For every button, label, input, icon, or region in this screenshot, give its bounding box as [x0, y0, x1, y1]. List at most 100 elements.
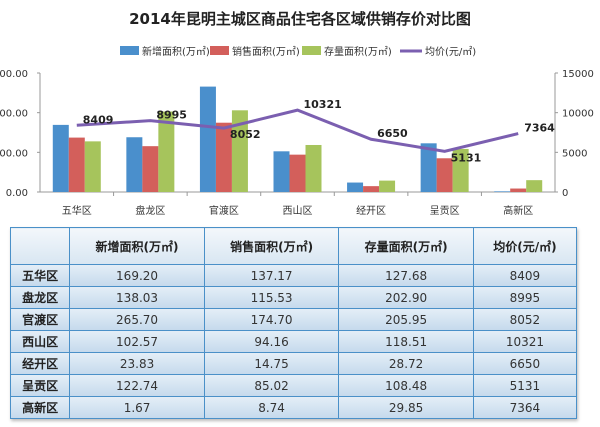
price-line	[76, 108, 519, 153]
x-tick-label: 官渡区	[209, 204, 239, 217]
bar	[199, 86, 216, 192]
table-cell: 6650	[472, 352, 578, 375]
bar	[526, 180, 543, 192]
right-tick-label: 5000	[562, 148, 587, 159]
bar	[347, 182, 364, 192]
data-label: 5131	[451, 151, 482, 164]
table-header: 新增面积(万㎡) 销售面积(万㎡) 存量面积(万㎡) 均价(元/㎡)	[9, 227, 578, 265]
table-row: 西山区 102.57 94.16 118.51 10321	[9, 330, 578, 353]
legend-swatch	[210, 46, 229, 55]
table-cell: 118.51	[338, 330, 474, 353]
bar	[379, 180, 396, 192]
table-cell: 265.70	[69, 308, 205, 331]
bar	[289, 154, 306, 192]
data-label: 10321	[304, 98, 342, 111]
data-label: 8052	[230, 128, 261, 141]
table-cell: 29.85	[338, 396, 474, 419]
right-tick-label: 10000	[562, 109, 594, 120]
left-tick-label: 300.00	[0, 69, 28, 80]
table-cell: 127.68	[338, 264, 474, 287]
bar	[126, 137, 143, 192]
bar	[494, 191, 511, 192]
right-tick-label: 0	[562, 188, 568, 199]
legend-swatch	[302, 46, 321, 55]
table-cell: 115.53	[203, 286, 340, 309]
data-label: 8409	[83, 113, 114, 126]
bar	[510, 188, 527, 192]
table-cell: 137.17	[203, 264, 340, 287]
legend-label: 销售面积(万㎡)	[232, 45, 300, 58]
bar	[231, 110, 248, 192]
row-header: 西山区	[9, 330, 71, 353]
x-tick-label: 经开区	[356, 204, 386, 217]
left-tick-label: 100.00	[0, 148, 28, 159]
x-tick-label: 高新区	[503, 204, 533, 217]
bar	[305, 144, 322, 192]
x-tick-label: 盘龙区	[135, 204, 165, 217]
bar	[68, 137, 85, 192]
chart: 2014年昆明主城区商品住宅各区域供销存价对比图 新增面积(万㎡) 销售面积(万㎡…	[0, 10, 594, 217]
row-header: 官渡区	[9, 308, 71, 331]
table-row: 高新区 1.67 8.74 29.85 7364	[9, 396, 578, 419]
table-cell: 5131	[472, 374, 578, 397]
right-tick-label: 15000	[562, 69, 594, 80]
bar	[420, 143, 437, 192]
table-cell: 108.48	[338, 374, 474, 397]
table-cell: 7364	[472, 396, 578, 419]
table-cell: 102.57	[69, 330, 205, 353]
table-row: 五华区 169.20 137.17 127.68 8409	[9, 264, 578, 287]
bar	[158, 111, 175, 192]
data-table: 新增面积(万㎡) 销售面积(万㎡) 存量面积(万㎡) 均价(元/㎡) 五华区 169.2…	[9, 227, 578, 419]
table-cell: 8995	[472, 286, 578, 309]
table-cell: 138.03	[69, 286, 205, 309]
bar	[452, 148, 469, 192]
table-row: 官渡区 265.70 174.70 205.95 8052	[9, 308, 578, 331]
table-row: 盘龙区 138.03 115.53 202.90 8995	[9, 286, 578, 309]
table-cell: 23.83	[69, 352, 205, 375]
column-header: 销售面积(万㎡)	[203, 227, 340, 265]
row-header: 经开区	[9, 352, 71, 375]
table-cell: 85.02	[203, 374, 340, 397]
table-cell: 28.72	[338, 352, 474, 375]
data-label: 6650	[377, 127, 408, 140]
column-header: 新增面积(万㎡)	[69, 227, 205, 265]
row-header: 呈贡区	[9, 374, 71, 397]
bar	[142, 146, 159, 192]
data-label: 8995	[156, 109, 187, 122]
table-cell: 8409	[472, 264, 578, 287]
legend-label: 均价(元/㎡)	[425, 46, 476, 58]
column-header: 存量面积(万㎡)	[338, 227, 474, 265]
x-tick-label: 呈贡区	[430, 205, 460, 217]
legend-label: 新增面积(万㎡)	[142, 45, 210, 58]
x-tick-label: 西山区	[283, 205, 313, 217]
legend: 新增面积(万㎡) 销售面积(万㎡) 存量面积(万㎡) 均价(元/㎡)	[120, 45, 476, 58]
legend-label: 存量面积(万㎡)	[324, 45, 392, 58]
chart-title: 2014年昆明主城区商品住宅各区域供销存价对比图	[129, 10, 471, 28]
column-header: 均价(元/㎡)	[472, 227, 578, 265]
column-header	[9, 227, 71, 265]
table-row: 呈贡区 122.74 85.02 108.48 5131	[9, 374, 578, 397]
table-cell: 10321	[472, 330, 578, 353]
table-cell: 14.75	[203, 352, 340, 375]
bar	[52, 124, 69, 192]
table-row: 经开区 23.83 14.75 28.72 6650	[9, 352, 578, 375]
table-cell: 205.95	[338, 308, 474, 331]
bar	[84, 141, 101, 192]
row-header: 盘龙区	[9, 286, 71, 309]
bar	[363, 186, 380, 192]
left-tick-label: 0.00	[6, 188, 28, 199]
row-header: 五华区	[9, 264, 71, 287]
table-cell: 202.90	[338, 286, 474, 309]
table-cell: 169.20	[69, 264, 205, 287]
left-tick-label: 200.00	[0, 109, 28, 120]
bar	[273, 151, 290, 192]
table-cell: 8.74	[203, 396, 340, 419]
table-cell: 174.70	[203, 308, 340, 331]
row-header: 高新区	[9, 396, 71, 419]
data-label: 7364	[524, 122, 555, 135]
table-cell: 94.16	[203, 330, 340, 353]
table-cell: 8052	[472, 308, 578, 331]
x-tick-label: 五华区	[62, 204, 92, 217]
table-cell: 122.74	[69, 374, 205, 397]
bar	[215, 122, 232, 192]
